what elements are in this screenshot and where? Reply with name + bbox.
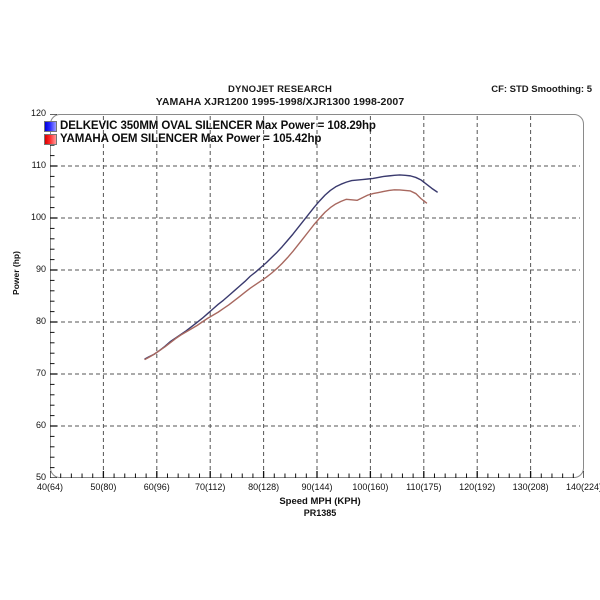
axis-tick-marks (50, 114, 584, 478)
run-settings-text: CF: STD Smoothing: 5 (491, 84, 592, 95)
dyno-brand-title: DYNOJET RESEARCH (227, 84, 333, 95)
y-tick-label: 50 (35, 472, 46, 482)
y-tick-label: 90 (35, 264, 46, 274)
legend-label-delkevic: DELKEVIC 350MM OVAL SILENCER Max Power =… (60, 120, 376, 132)
legend-item-delkevic: DELKEVIC 350MM OVAL SILENCER Max Power =… (44, 120, 376, 132)
run-code-label: PR1385 (303, 508, 337, 518)
x-tick-label: 50(80) (90, 482, 117, 492)
legend-label-yamaha-oem: YAMAHA OEM SILENCER Max Power = 105.42hp (60, 133, 322, 145)
y-tick-label: 100 (30, 212, 46, 222)
y-axis-tick-labels: 120 110 100 90 80 70 60 50 (16, 0, 46, 600)
x-tick-label: 80(128) (248, 482, 280, 492)
x-tick-label: 40(64) (36, 482, 63, 492)
x-tick-label: 60(96) (143, 482, 170, 492)
x-axis-title: Speed MPH (KPH) (279, 496, 361, 507)
legend-item-yamaha-oem: YAMAHA OEM SILENCER Max Power = 105.42hp (44, 133, 376, 145)
x-tick-label: 140(224) (565, 482, 600, 492)
dyno-plot-area (50, 114, 584, 478)
y-tick-label: 110 (31, 160, 46, 170)
x-tick-label: 110(175) (406, 482, 442, 492)
y-tick-label: 60 (35, 420, 46, 430)
blue-gradient-swatch-icon (44, 120, 57, 132)
power-curves (144, 174, 438, 361)
vehicle-model-title: YAMAHA XJR1200 1995-1998/XJR1300 1998-20… (155, 96, 405, 108)
red-gradient-swatch-icon (44, 133, 57, 145)
y-tick-label: 70 (35, 368, 46, 378)
x-tick-label: 70(112) (195, 482, 226, 492)
y-tick-label: 120 (30, 108, 46, 118)
x-tick-label: 100(160) (352, 482, 389, 492)
grid-lines (54, 116, 580, 476)
chart-legend: DELKEVIC 350MM OVAL SILENCER Max Power =… (44, 120, 376, 145)
x-tick-label: 90(144) (301, 482, 333, 492)
x-tick-label: 120(192) (459, 482, 496, 492)
y-tick-label: 80 (35, 316, 46, 326)
x-tick-label: 130(208) (512, 482, 549, 492)
